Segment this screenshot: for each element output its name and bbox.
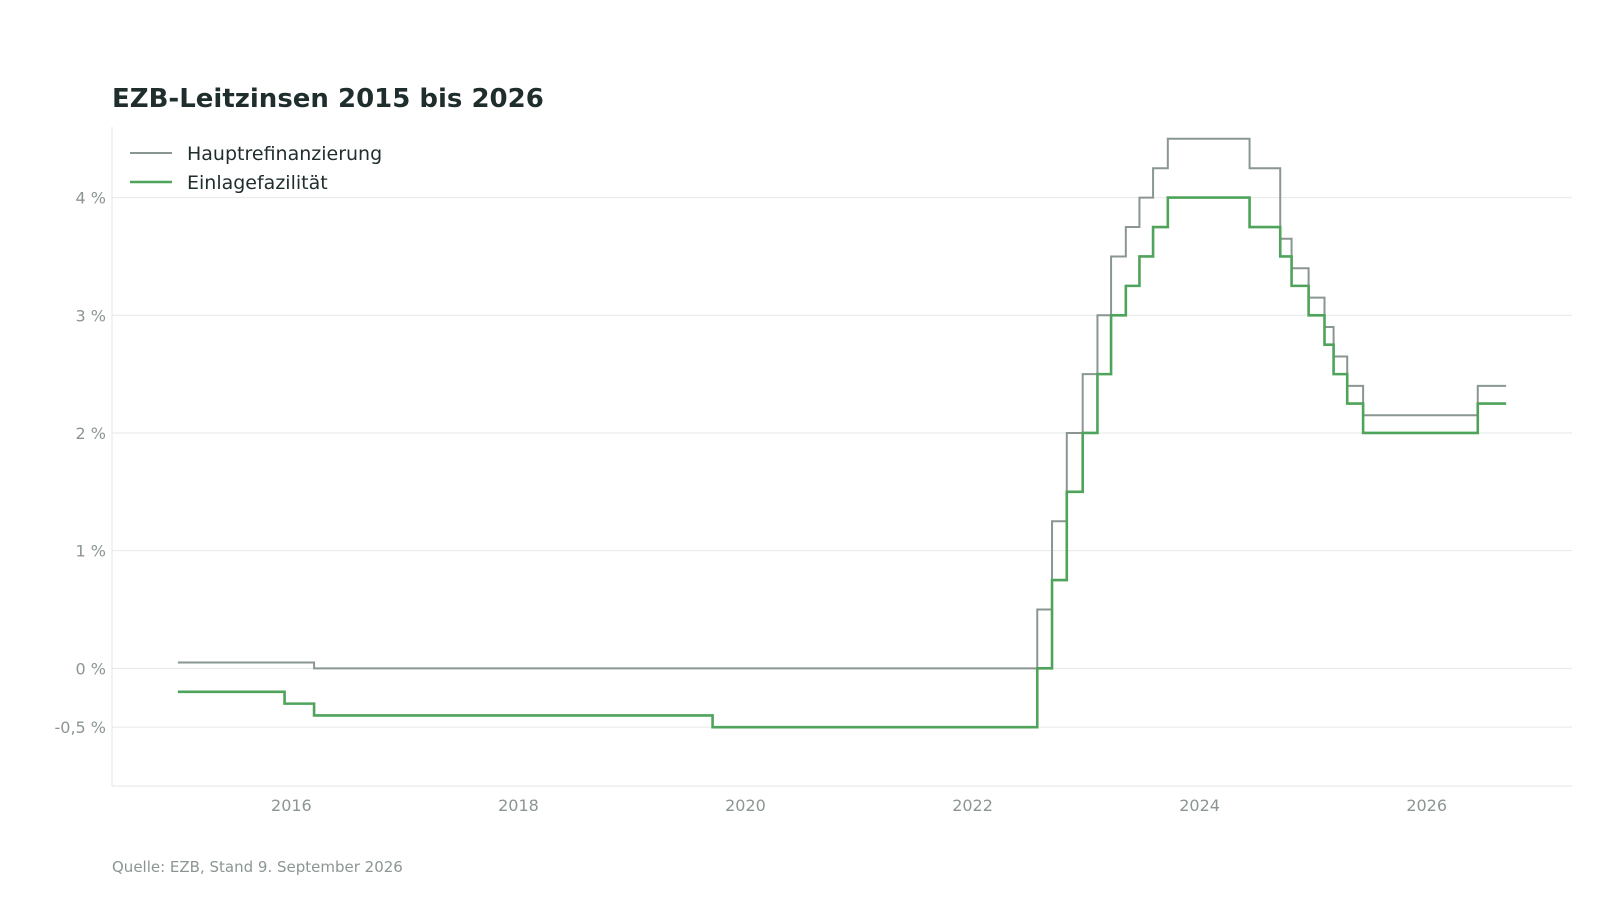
chart-title: EZB-Leitzinsen 2015 bis 2026 xyxy=(112,84,544,114)
y-tick-label: 0 % xyxy=(76,659,106,678)
legend-label: Hauptrefinanzierung xyxy=(187,143,382,165)
y-tick-label: 4 % xyxy=(76,189,106,208)
chart-source-note: Quelle: EZB, Stand 9. September 2026 xyxy=(112,858,403,876)
series-lines xyxy=(177,137,1507,729)
series-line-einlagefazilitaet xyxy=(177,196,1507,729)
series-line-hauptrefinanzierung xyxy=(177,137,1507,670)
y-tick-label: -0,5 % xyxy=(54,718,106,737)
x-tick-label: 2026 xyxy=(1406,796,1447,815)
x-tick-label: 2024 xyxy=(1179,796,1220,815)
legend: Hauptrefinanzierung Einlagefazilität xyxy=(130,143,382,194)
grid-lines xyxy=(112,197,1572,728)
y-tick-label: 3 % xyxy=(76,306,106,325)
x-tick-label: 2016 xyxy=(271,796,312,815)
y-tick-label: 1 % xyxy=(76,542,106,561)
x-tick-label: 2022 xyxy=(952,796,993,815)
y-tick-label: 2 % xyxy=(76,424,106,443)
axes: -0,5 % 0 % 1 % 2 % 3 % 4 % 2016 2018 2020 2022 202… xyxy=(54,127,1572,815)
legend-label: Einlagefazilität xyxy=(187,172,328,194)
x-tick-label: 2020 xyxy=(725,796,766,815)
x-tick-label: 2018 xyxy=(498,796,539,815)
